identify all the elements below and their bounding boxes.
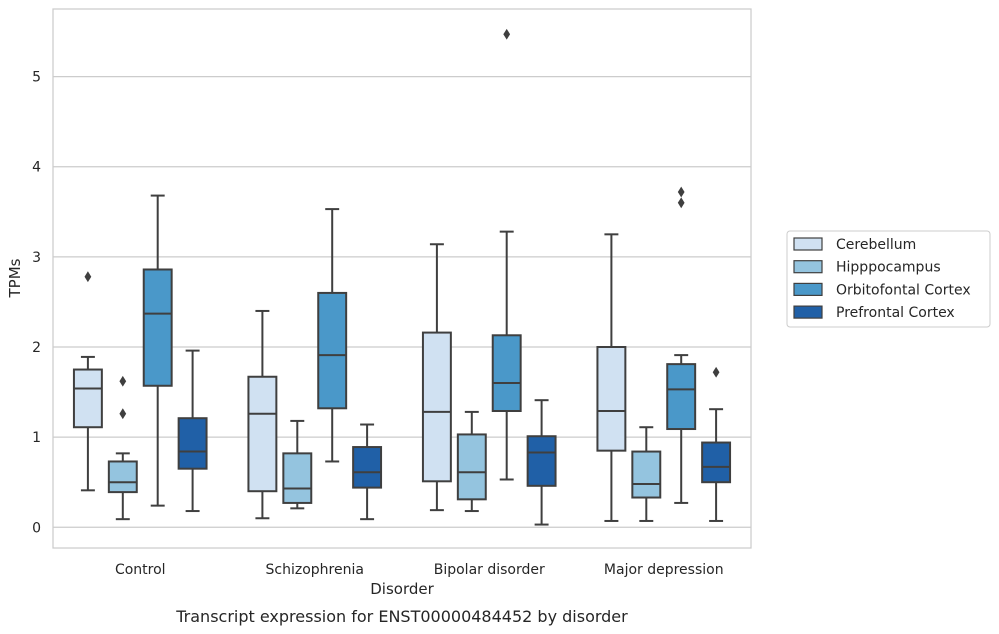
boxes bbox=[72, 28, 732, 526]
legend: Cerebellum Hipppocampus Orbitofontal Corte… bbox=[786, 230, 991, 328]
y-tick-label-0: 0 bbox=[32, 520, 41, 536]
legend-label-hipppocampus: Hipppocampus bbox=[836, 260, 941, 276]
outlier-point-0 bbox=[84, 271, 92, 283]
box-iqr bbox=[666, 363, 697, 431]
y-axis-label: TPMs bbox=[6, 258, 24, 298]
box-hipppocampus-schizophrenia bbox=[282, 419, 313, 510]
legend-swatch-hipppocampus bbox=[793, 260, 823, 274]
box-iqr bbox=[701, 441, 732, 484]
y-tick-label-2: 2 bbox=[32, 340, 41, 356]
box-orbitofontal-cortex-control bbox=[142, 194, 173, 507]
box-iqr bbox=[177, 417, 208, 470]
box-iqr bbox=[491, 334, 522, 412]
legend-frame bbox=[786, 230, 991, 328]
box-iqr bbox=[526, 435, 557, 487]
box-orbitofontal-cortex-bipolar-disorder bbox=[491, 28, 522, 481]
x-tick-label-major-depression: Major depression bbox=[604, 562, 724, 578]
box-hipppocampus-major-depression bbox=[631, 426, 662, 522]
box-orbitofontal-cortex-schizophrenia bbox=[317, 208, 348, 463]
outlier-point-0 bbox=[503, 28, 511, 40]
legend-swatch-orbitofontal-cortex bbox=[793, 282, 823, 296]
box-iqr bbox=[631, 450, 662, 499]
x-tick-label-bipolar-disorder: Bipolar disorder bbox=[434, 562, 545, 578]
box-iqr bbox=[352, 446, 383, 489]
outlier-point-1 bbox=[677, 186, 685, 198]
outlier-point-0 bbox=[677, 197, 685, 209]
box-prefrontal-cortex-schizophrenia bbox=[352, 423, 383, 521]
box-cerebellum-bipolar-disorder bbox=[421, 243, 452, 512]
legend-label-prefrontal-cortex: Prefrontal Cortex bbox=[836, 305, 955, 321]
x-tick-label-schizophrenia: Schizophrenia bbox=[266, 562, 364, 578]
box-hipppocampus-bipolar-disorder bbox=[456, 410, 487, 513]
outlier-point-1 bbox=[119, 375, 127, 387]
x-tick-label-control: Control bbox=[115, 562, 166, 578]
box-iqr bbox=[247, 375, 278, 493]
plot-area-frame bbox=[52, 8, 752, 549]
box-iqr bbox=[107, 460, 138, 494]
outlier-point-0 bbox=[119, 408, 127, 420]
box-iqr bbox=[72, 368, 103, 429]
legend-swatch-prefrontal-cortex bbox=[793, 305, 823, 319]
box-orbitofontal-cortex-major-depression bbox=[666, 186, 697, 504]
outlier-point-0 bbox=[712, 366, 720, 378]
y-tick-label-5: 5 bbox=[32, 70, 41, 86]
legend-label-orbitofontal-cortex: Orbitofontal Cortex bbox=[836, 282, 971, 298]
box-iqr bbox=[282, 452, 313, 504]
box-hipppocampus-control bbox=[107, 375, 138, 521]
box-cerebellum-schizophrenia bbox=[247, 309, 278, 520]
y-tick-labels: 0 1 2 3 4 5 bbox=[32, 70, 41, 537]
box-cerebellum-control bbox=[72, 271, 103, 492]
y-tick-label-4: 4 bbox=[32, 160, 41, 176]
x-axis-label: Disorder bbox=[370, 580, 434, 598]
box-cerebellum-major-depression bbox=[596, 233, 627, 522]
box-iqr bbox=[317, 291, 348, 410]
box-prefrontal-cortex-bipolar-disorder bbox=[526, 399, 557, 526]
legend-swatch-cerebellum bbox=[793, 237, 823, 251]
box-prefrontal-cortex-control bbox=[177, 349, 208, 513]
y-tick-label-3: 3 bbox=[32, 250, 41, 266]
figure-caption: Transcript expression for ENST0000048445… bbox=[175, 607, 628, 626]
y-tick-label-1: 1 bbox=[32, 430, 41, 446]
box-iqr bbox=[456, 433, 487, 501]
x-tick-labels: Control Schizophrenia Bipolar disorder Majo… bbox=[115, 562, 724, 578]
box-iqr bbox=[142, 268, 173, 387]
legend-label-cerebellum: Cerebellum bbox=[836, 237, 916, 253]
box-iqr bbox=[421, 331, 452, 483]
box-prefrontal-cortex-major-depression bbox=[701, 366, 732, 522]
box-iqr bbox=[596, 346, 627, 452]
